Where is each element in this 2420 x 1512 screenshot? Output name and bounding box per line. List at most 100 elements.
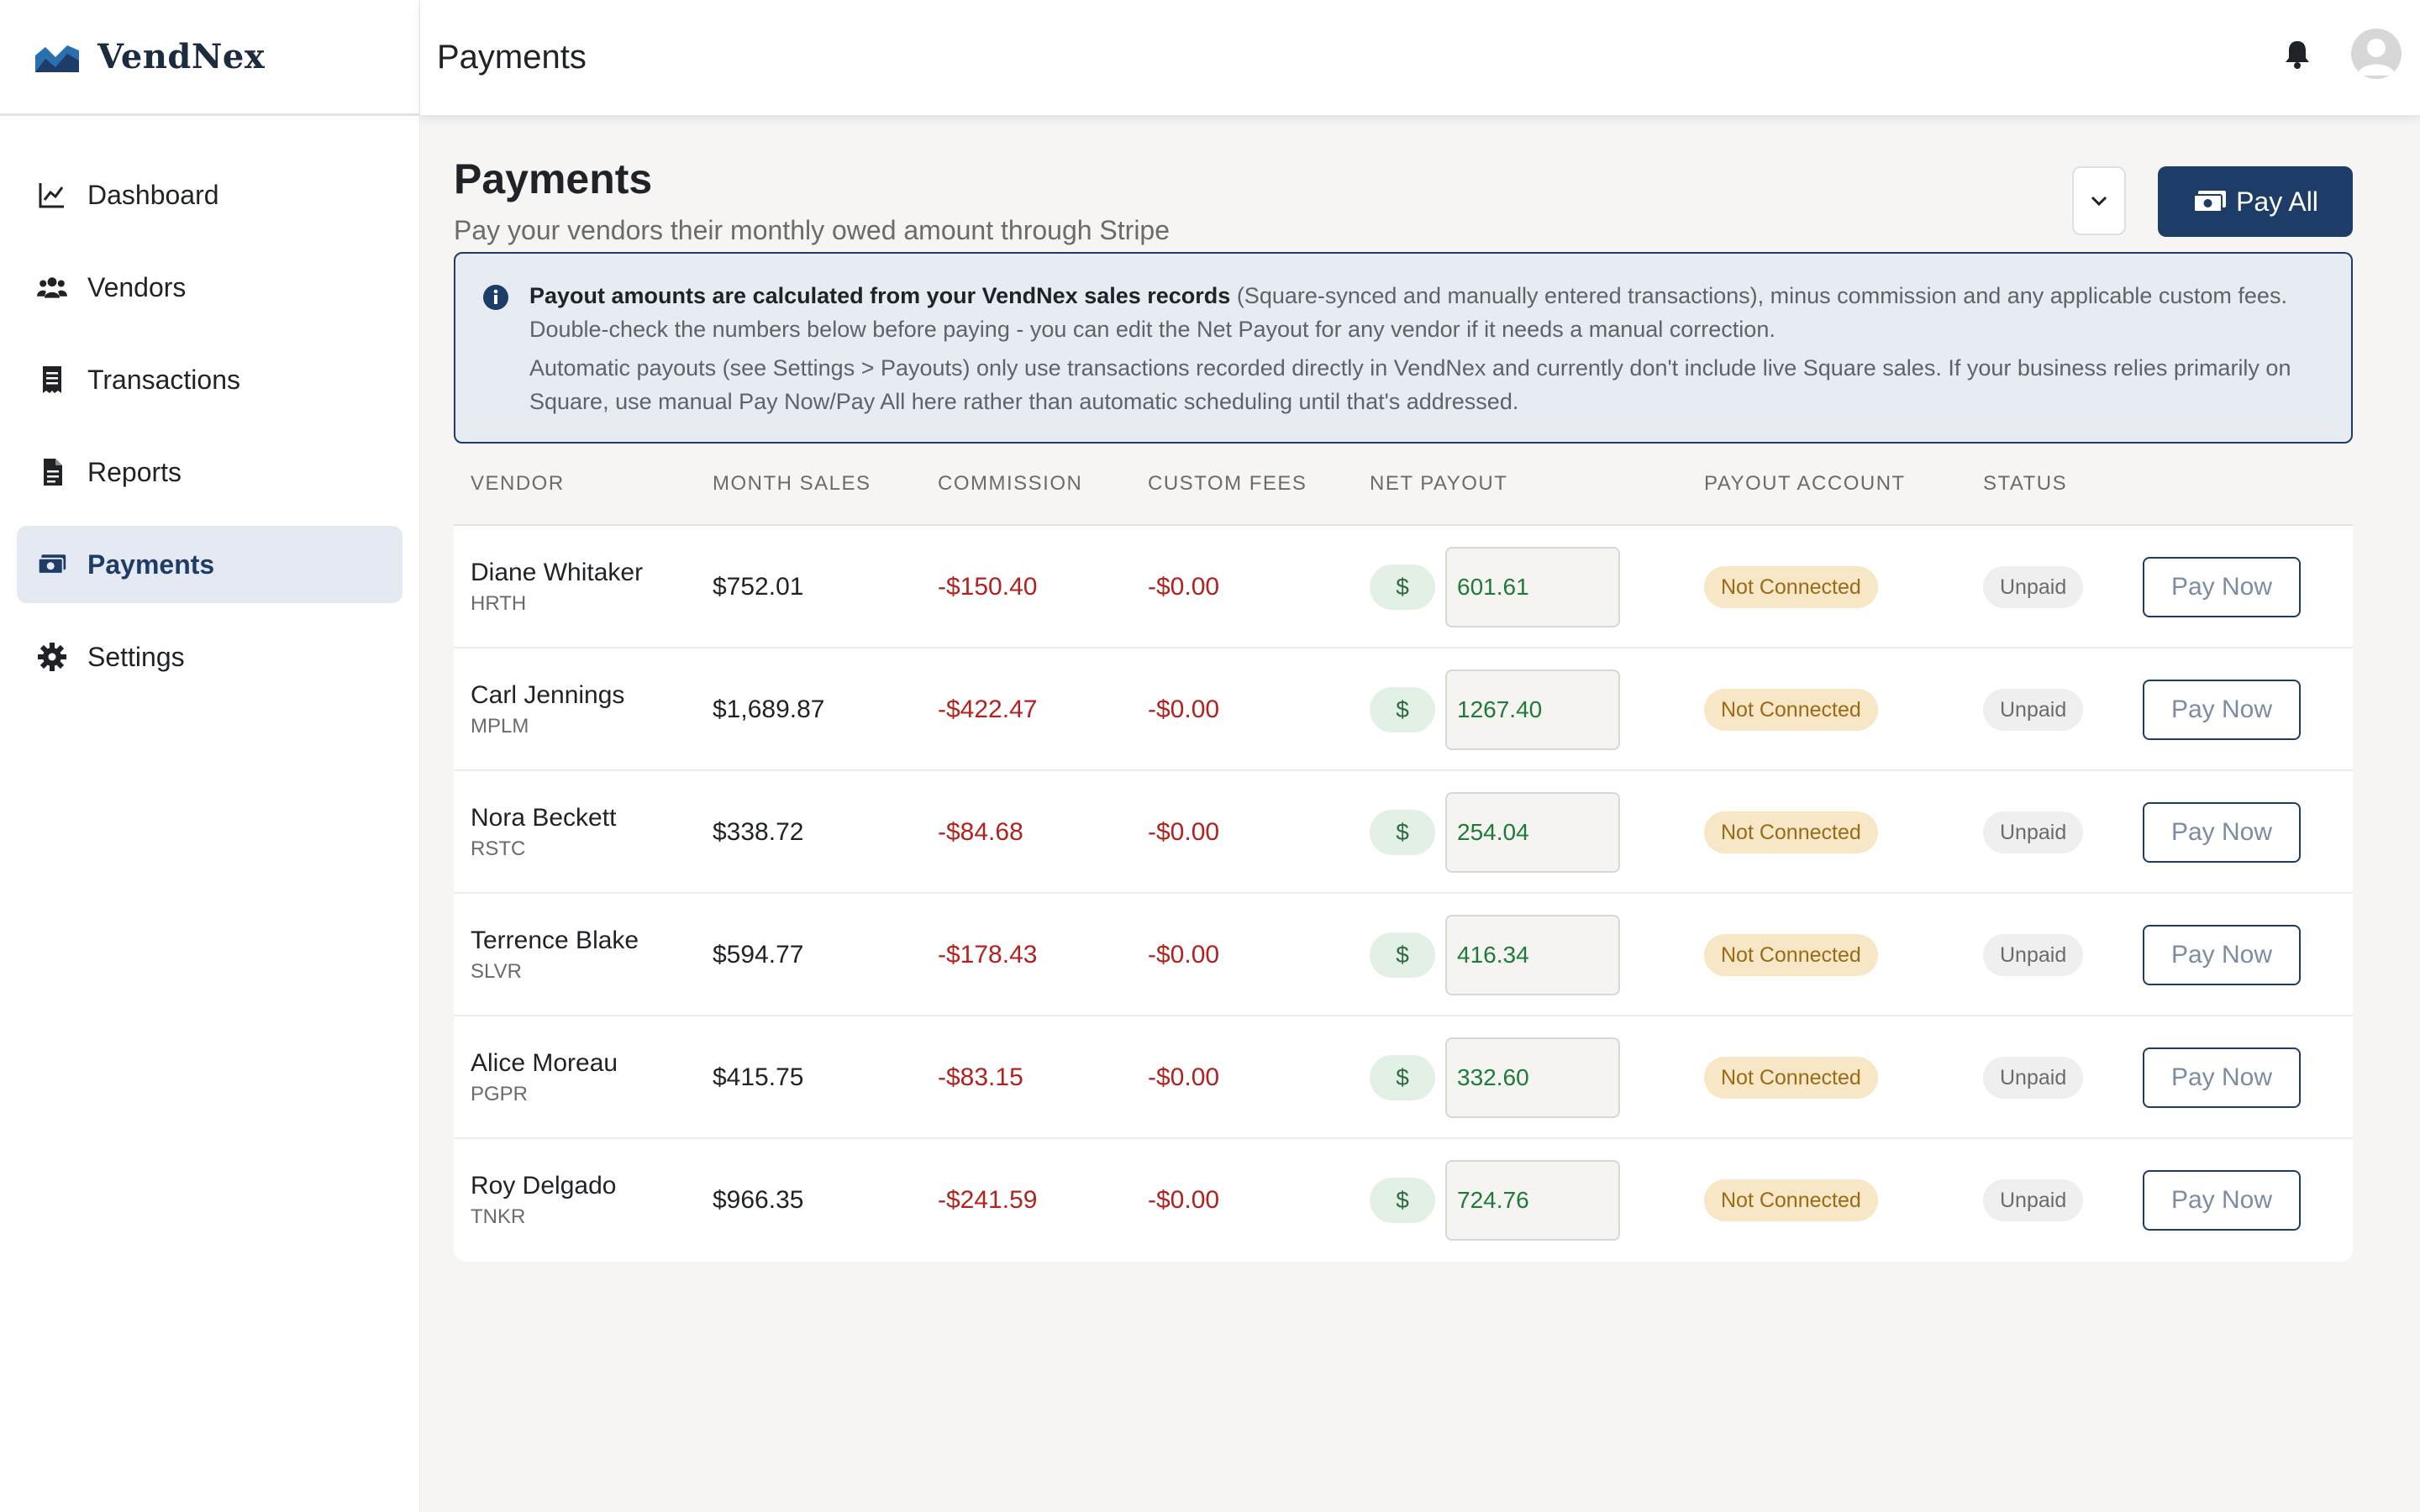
topbar: Payments xyxy=(420,0,2420,116)
status-badge: Unpaid xyxy=(1983,1057,2084,1099)
vendor-name: Nora Beckett xyxy=(471,804,617,832)
net-payout-input[interactable] xyxy=(1445,1160,1620,1241)
status-badge: Unpaid xyxy=(1983,566,2084,608)
sidebar-nav: Dashboard Vendors Transactions Reports P… xyxy=(0,116,419,696)
users-icon xyxy=(35,270,69,304)
commission: -$422.47 xyxy=(938,696,1038,723)
action-cell: Pay Now xyxy=(2143,771,2301,894)
info-text: (Square-synced and manually entered tran… xyxy=(529,283,2287,342)
header-month-sales: MONTH SALES xyxy=(713,472,871,495)
payout-account-cell: Not Connected xyxy=(1704,1139,1878,1262)
pay-all-label: Pay All xyxy=(2236,186,2318,217)
payments-table: VENDOR MONTH SALES COMMISSION CUSTOM FEE… xyxy=(454,444,2353,1262)
sidebar-item-label: Dashboard xyxy=(87,179,219,210)
vendor-cell: Diane Whitaker HRTH xyxy=(471,526,643,648)
avatar[interactable] xyxy=(2351,29,2402,79)
currency-tag: $ xyxy=(1370,1178,1435,1223)
net-payout-cell: $ xyxy=(1370,1016,1620,1139)
vendor-cell: Terrence Blake SLVR xyxy=(471,894,639,1016)
vendor-cell: Roy Delgado TNKR xyxy=(471,1139,616,1262)
commission: -$178.43 xyxy=(938,941,1038,969)
table-row: Alice Moreau PGPR $415.75 -$83.15 -$0.00… xyxy=(454,1016,2353,1139)
commission: -$150.40 xyxy=(938,573,1038,601)
net-payout-input[interactable] xyxy=(1445,915,1620,995)
table-row: Terrence Blake SLVR $594.77 -$178.43 -$0… xyxy=(454,894,2353,1016)
vendor-code: TNKR xyxy=(471,1205,526,1228)
info-paragraph-1: Payout amounts are calculated from your … xyxy=(529,279,2317,346)
custom-fees: -$0.00 xyxy=(1148,696,1220,723)
net-payout-input[interactable] xyxy=(1445,669,1620,750)
table-row: Nora Beckett RSTC $338.72 -$84.68 -$0.00… xyxy=(454,771,2353,894)
topbar-title: Payments xyxy=(437,39,587,76)
net-payout-cell: $ xyxy=(1370,526,1620,648)
vendor-name: Terrence Blake xyxy=(471,927,639,954)
pay-now-button[interactable]: Pay Now xyxy=(2143,1047,2301,1108)
pay-now-button[interactable]: Pay Now xyxy=(2143,802,2301,863)
net-payout-input[interactable] xyxy=(1445,547,1620,627)
pay-now-button[interactable]: Pay Now xyxy=(2143,680,2301,740)
payout-account-cell: Not Connected xyxy=(1704,526,1878,648)
sidebar-item-dashboard[interactable]: Dashboard xyxy=(17,156,402,234)
header-payout-account: PAYOUT ACCOUNT xyxy=(1704,472,1906,495)
vendor-code: PGPR xyxy=(471,1083,529,1105)
sidebar-item-reports[interactable]: Reports xyxy=(17,433,402,511)
sidebar-item-label: Transactions xyxy=(87,364,240,395)
page-header: Payments Pay your vendors their monthly … xyxy=(454,116,2353,250)
options-dropdown-button[interactable] xyxy=(2072,166,2126,235)
status-cell: Unpaid xyxy=(1983,1016,2084,1139)
info-banner: Payout amounts are calculated from your … xyxy=(454,252,2353,444)
info-icon xyxy=(483,285,508,310)
main-content: Payments Pay your vendors their monthly … xyxy=(454,116,2353,1262)
sidebar-item-label: Settings xyxy=(87,641,185,672)
action-cell: Pay Now xyxy=(2143,648,2301,771)
brand[interactable]: VendNex xyxy=(0,0,419,116)
sidebar-item-payments[interactable]: Payments xyxy=(17,526,402,603)
status-cell: Unpaid xyxy=(1983,771,2084,894)
net-payout-cell: $ xyxy=(1370,1139,1620,1262)
status-badge: Unpaid xyxy=(1983,1179,2084,1221)
bell-icon[interactable] xyxy=(2281,37,2314,71)
table-body: Diane Whitaker HRTH $752.01 -$150.40 -$0… xyxy=(454,526,2353,1262)
currency-tag: $ xyxy=(1370,810,1435,855)
pay-all-button[interactable]: Pay All xyxy=(2158,166,2353,237)
vendor-code: MPLM xyxy=(471,715,529,738)
vendor-cell: Alice Moreau PGPR xyxy=(471,1016,618,1139)
custom-fees: -$0.00 xyxy=(1148,573,1220,601)
month-sales: $1,689.87 xyxy=(713,696,825,723)
vendor-cell: Carl Jennings MPLM xyxy=(471,648,624,771)
payout-account-badge: Not Connected xyxy=(1704,566,1878,608)
status-badge: Unpaid xyxy=(1983,934,2084,976)
net-payout-input[interactable] xyxy=(1445,792,1620,873)
sidebar: VendNex Dashboard Vendors Transactions R… xyxy=(0,0,420,1512)
currency-tag: $ xyxy=(1370,564,1435,610)
sidebar-item-transactions[interactable]: Transactions xyxy=(17,341,402,418)
vendor-cell: Nora Beckett RSTC xyxy=(471,771,616,894)
payout-account-badge: Not Connected xyxy=(1704,811,1878,853)
pay-now-button[interactable]: Pay Now xyxy=(2143,925,2301,985)
chart-line-icon xyxy=(35,178,69,212)
month-sales: $594.77 xyxy=(713,941,804,969)
sidebar-item-settings[interactable]: Settings xyxy=(17,618,402,696)
payout-account-badge: Not Connected xyxy=(1704,1057,1878,1099)
payout-account-cell: Not Connected xyxy=(1704,648,1878,771)
payout-account-badge: Not Connected xyxy=(1704,689,1878,731)
net-payout-input[interactable] xyxy=(1445,1037,1620,1118)
status-cell: Unpaid xyxy=(1983,526,2084,648)
chevron-down-icon xyxy=(2091,196,2107,206)
table-row: Carl Jennings MPLM $1,689.87 -$422.47 -$… xyxy=(454,648,2353,771)
pay-now-button[interactable]: Pay Now xyxy=(2143,1170,2301,1231)
pay-now-button[interactable]: Pay Now xyxy=(2143,557,2301,617)
month-sales: $966.35 xyxy=(713,1186,804,1214)
money-bill-icon xyxy=(2193,191,2227,213)
header-status: STATUS xyxy=(1983,472,2068,495)
money-bill-icon xyxy=(35,548,69,581)
sidebar-item-label: Vendors xyxy=(87,271,187,302)
currency-tag: $ xyxy=(1370,687,1435,732)
sidebar-item-vendors[interactable]: Vendors xyxy=(17,249,402,326)
status-badge: Unpaid xyxy=(1983,811,2084,853)
status-badge: Unpaid xyxy=(1983,689,2084,731)
header-commission: COMMISSION xyxy=(938,472,1083,495)
receipt-icon xyxy=(35,363,69,396)
header-custom-fees: CUSTOM FEES xyxy=(1148,472,1307,495)
action-cell: Pay Now xyxy=(2143,526,2301,648)
